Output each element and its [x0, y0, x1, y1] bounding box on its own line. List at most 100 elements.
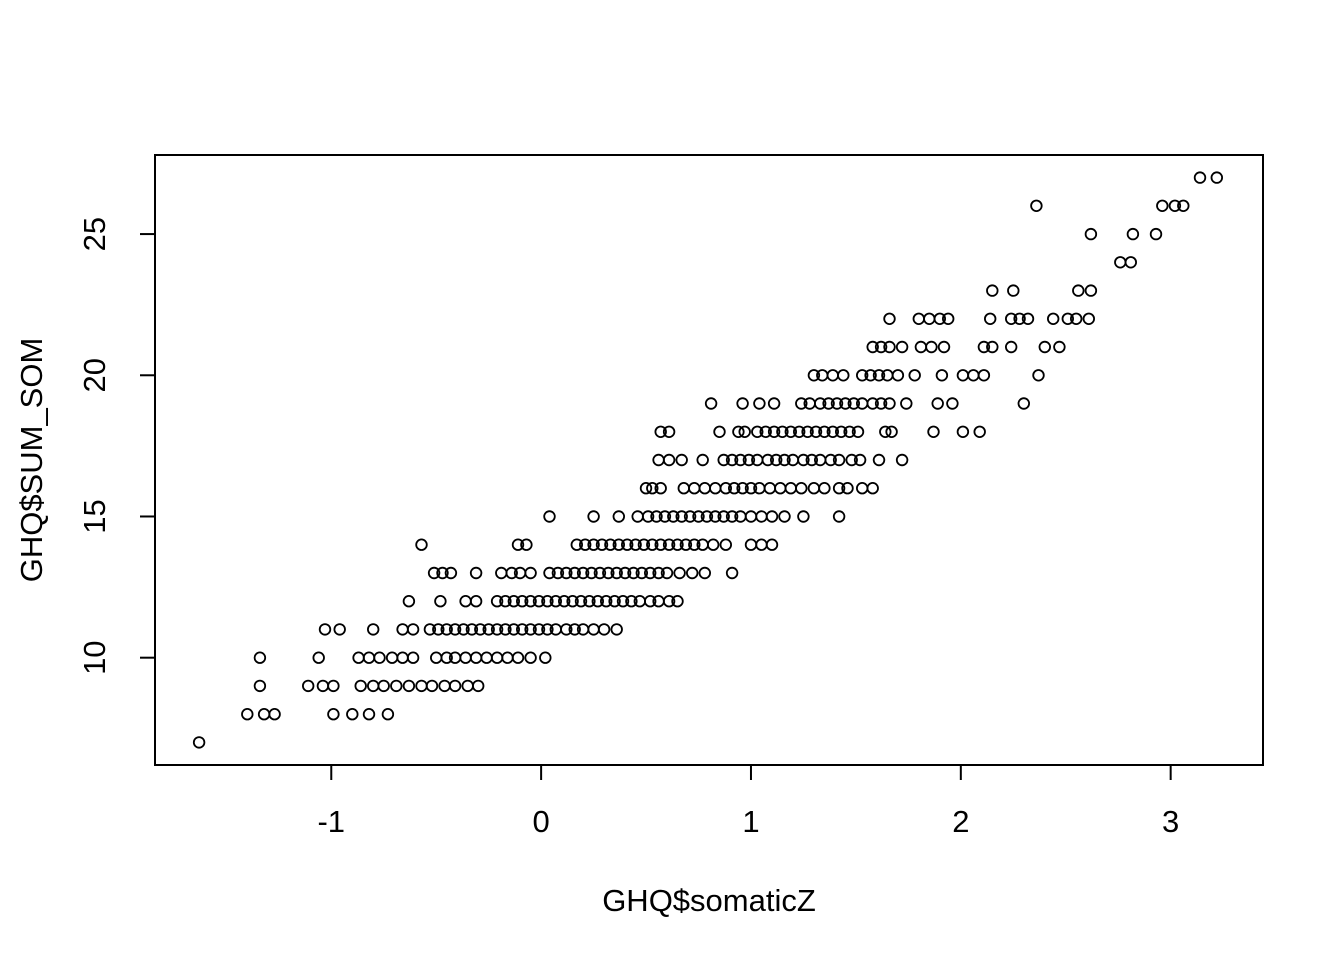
scatter-point — [524, 651, 537, 664]
scatter-point — [438, 679, 451, 693]
scatter-point — [853, 453, 867, 467]
scatter-point — [524, 595, 537, 608]
x-tick-label: 0 — [532, 804, 549, 839]
scatter-point — [977, 369, 991, 382]
scatter-point — [895, 340, 909, 354]
scatter-point — [662, 453, 676, 467]
scatter-point — [874, 340, 888, 354]
scatter-point — [874, 397, 888, 410]
scatter-point — [688, 538, 701, 551]
scatter-point — [698, 566, 712, 580]
scatter-point — [824, 453, 837, 467]
scatter-point — [866, 482, 879, 495]
scatter-point — [469, 595, 483, 608]
scatter-point — [448, 679, 462, 693]
x-tick-label: 3 — [1162, 804, 1179, 839]
scatter-point — [362, 708, 376, 721]
scatter-point — [986, 284, 999, 297]
scatter-point — [818, 482, 831, 495]
scatter-point — [832, 453, 846, 467]
scatter-point — [942, 312, 955, 326]
scatter-point — [541, 623, 554, 636]
scatter-point — [832, 482, 846, 495]
scatter-point — [511, 651, 525, 664]
scatter-point — [845, 453, 858, 467]
scatter-point — [795, 482, 808, 495]
scatter-point — [396, 623, 409, 636]
scatter-point — [778, 453, 791, 467]
scatter-point — [673, 566, 686, 580]
scatter-point — [587, 510, 600, 523]
scatter-point — [914, 340, 928, 354]
scatter-point — [675, 453, 688, 467]
scatter-point — [406, 651, 420, 664]
scatter-point — [635, 566, 649, 580]
scatter-point — [440, 623, 453, 636]
scatter-point — [520, 538, 533, 551]
plot-frame — [154, 154, 1264, 766]
scatter-point — [469, 651, 483, 664]
scatter-point — [532, 595, 546, 608]
scatter-point — [465, 623, 479, 636]
scatter-point — [459, 595, 472, 608]
scatter-point — [719, 538, 733, 551]
scatter-point — [767, 397, 781, 410]
scatter-point — [736, 482, 749, 495]
scatter-point — [415, 538, 428, 551]
scatter-point — [864, 369, 877, 382]
y-tick-label: 10 — [77, 640, 112, 674]
scatter-point — [717, 453, 730, 467]
scatter-point — [761, 453, 775, 467]
scatter-point — [822, 397, 835, 410]
scatter-point — [709, 482, 722, 495]
scatter-point — [610, 566, 623, 580]
scatter-point — [704, 397, 718, 410]
scatter-point — [1021, 312, 1035, 326]
scatter-point — [753, 397, 766, 410]
scatter-point — [302, 679, 315, 693]
scatter-point — [377, 679, 390, 693]
scatter-point — [570, 538, 584, 551]
scatter-point — [612, 538, 626, 551]
scatter-point — [637, 538, 651, 551]
scatter-point — [895, 453, 909, 467]
scatter-point — [612, 510, 626, 523]
scatter-point — [627, 566, 640, 580]
x-axis-ticks: -1 0 1 2 3 — [317, 765, 1179, 839]
scatter-point — [826, 425, 840, 439]
scatter-point — [1072, 284, 1085, 297]
scatter-point — [671, 538, 684, 551]
scatter-point — [692, 510, 705, 523]
scatter-point — [415, 679, 428, 693]
scatter-point — [1005, 312, 1018, 326]
scatter-point — [793, 425, 806, 439]
scatter-point — [1069, 312, 1083, 326]
y-axis-title: GHQ$SUM_SOM — [14, 338, 49, 583]
scatter-point — [667, 510, 680, 523]
scatter-point — [832, 510, 846, 523]
scatter-point — [662, 595, 676, 608]
scatter-point — [432, 623, 445, 636]
scatter-point — [1030, 199, 1043, 213]
scatter-point — [660, 566, 674, 580]
scatter-point — [430, 651, 443, 664]
scatter-point — [654, 538, 667, 551]
scatter-point — [686, 566, 699, 580]
scatter-point — [883, 312, 896, 326]
scatter-point — [597, 623, 611, 636]
scatter-point — [610, 623, 623, 636]
scatter-point — [346, 708, 359, 721]
scatter-point — [354, 679, 367, 693]
scatter-point — [327, 679, 340, 693]
scatter-point — [574, 595, 588, 608]
scatter-point — [587, 623, 600, 636]
scatter-point — [977, 340, 991, 354]
scatter-point — [807, 482, 821, 495]
scatter-point — [872, 453, 886, 467]
scatter-point — [707, 538, 720, 551]
scatter-point — [866, 397, 879, 410]
scatter-point — [770, 453, 783, 467]
data-points — [192, 171, 1224, 749]
scatter-point — [717, 510, 730, 523]
scatter-point — [675, 510, 688, 523]
